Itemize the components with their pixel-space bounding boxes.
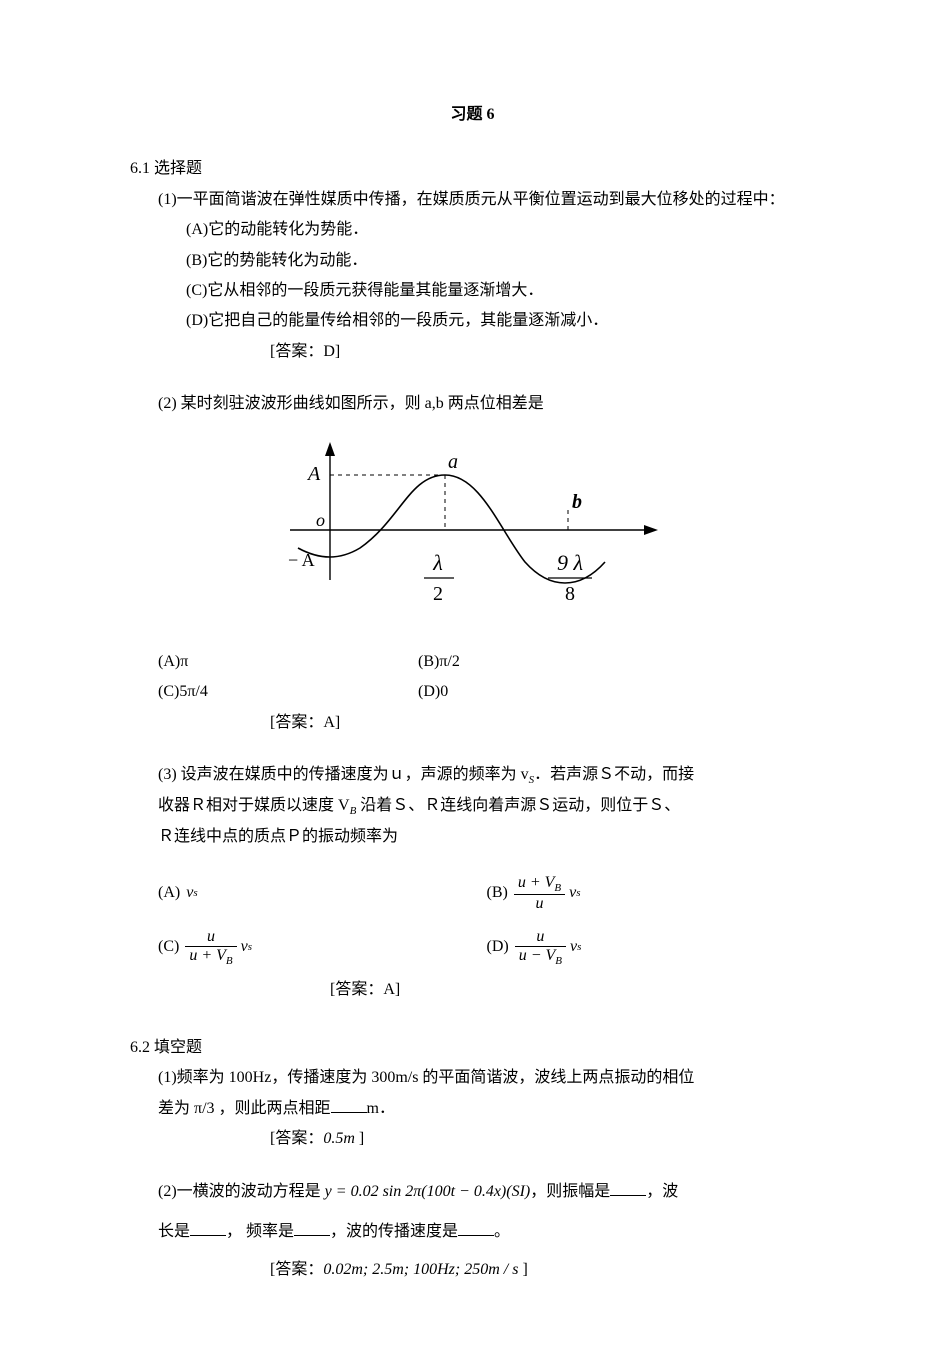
blank-3 [190, 1217, 226, 1236]
q3-stem-1a: (3) 设声波在媒质中的传播速度为ｕ，声源的频率为 v [158, 766, 529, 783]
q3-c-num: u [185, 928, 236, 947]
q2-option-d: (D)0 [418, 677, 815, 707]
s62-q2-l2c: ，波的传播速度是 [330, 1223, 458, 1240]
s62-q1-ans-post: ] [355, 1130, 364, 1147]
tick1-num: λ [432, 550, 443, 575]
s62-q2-l1a: (2)一横波的波动方程是 [158, 1183, 325, 1200]
blank-4 [294, 1217, 330, 1236]
q2-answer: [答案：A] [130, 708, 815, 738]
q3-label-a: (A) [158, 878, 180, 908]
s62-q1-pi: π [194, 1100, 202, 1117]
q3-option-a: (A) vs [158, 867, 487, 921]
q3-b-den: u [514, 895, 565, 913]
s62-q2-answer: [答案：0.02m; 2.5m; 100Hz; 250m / s ] [130, 1255, 815, 1285]
blank-1 [331, 1094, 367, 1113]
label-a: a [448, 451, 458, 473]
q3-b-vs: v [569, 878, 576, 908]
s62-q2-ans-pre: [答案： [270, 1261, 323, 1278]
q2-options-row2: (C)5π/4 (D)0 [130, 677, 815, 707]
q3-c-den: u + V [189, 947, 226, 964]
s62-q1-l2c: m． [367, 1100, 395, 1117]
q1-option-b: (B)它的势能转化为动能． [130, 246, 815, 276]
q3-stem-line3: Ｒ连线中点的质点Ｐ的振动频率为 [130, 822, 815, 852]
q3-d-frac: u u − VB [515, 928, 566, 967]
s62-q1-ans-val: 0.5m [323, 1130, 355, 1147]
q3-d-num: u [515, 928, 566, 947]
q1-stem: (1)一平面简谐波在弹性媒质中传播，在媒质质元从平衡位置运动到最大位移处的过程中… [130, 185, 815, 215]
q1-option-a: (A)它的动能转化为势能． [130, 215, 815, 245]
s62-q2-l1c: ，波 [646, 1183, 678, 1200]
label-b: b [572, 491, 582, 513]
q1-option-c: (C)它从相邻的一段质元获得能量其能量逐渐增大． [130, 276, 815, 306]
q3-stem-1b: ．若声源Ｓ不动，而接 [534, 766, 694, 783]
q3-b-num: u + V [518, 874, 555, 891]
s62-q2-ans-post: ] [518, 1261, 527, 1278]
s62-q1-l2b: /3 ，则此两点相距 [202, 1100, 330, 1117]
s62-q1-line2: 差为 π/3 ，则此两点相距 m． [130, 1094, 815, 1124]
q3-c-frac: u u + VB [185, 928, 236, 967]
q2-stem: (2) 某时刻驻波波形曲线如图所示，则 a,b 两点位相差是 [130, 389, 815, 419]
label-o: o [316, 510, 325, 530]
q3-stem-line2: 收器Ｒ相对于媒质以速度 VB 沿着Ｓ、Ｒ连线向着声源Ｓ运动，则位于Ｓ、 [130, 791, 815, 822]
section-6-1-heading: 6.1 选择题 [130, 154, 815, 184]
q3-answer: [答案：A] [130, 975, 815, 1005]
q3-option-b: (B) u + VB u vs [487, 867, 816, 921]
q3-c-vs: v [241, 932, 248, 962]
tick1-den: 2 [433, 583, 443, 605]
s62-q2-l1b: ，则振幅是 [530, 1183, 610, 1200]
blank-2 [610, 1177, 646, 1196]
q3-option-c: (C) u u + VB vs [158, 921, 487, 975]
q3-d-den: u − V [519, 947, 556, 964]
q3-a-vs: v [186, 878, 193, 908]
q3-a-sub: s [193, 883, 197, 904]
s62-q1-answer: [答案：0.5m ] [130, 1124, 815, 1154]
q3-stem-line1: (3) 设声波在媒质中的传播速度为ｕ，声源的频率为 vS．若声源Ｓ不动，而接 [130, 760, 815, 791]
q3-c-densub: B [226, 955, 233, 967]
tick2-num: 9 λ [557, 550, 583, 575]
s62-q2-l2a: 长是 [158, 1223, 190, 1240]
s62-q2-l2b: ， 频率是 [226, 1223, 294, 1240]
s62-q1-line1: (1)频率为 100Hz，传播速度为 300m/s 的平面简谐波，波线上两点振动… [130, 1063, 815, 1093]
blank-5 [458, 1217, 494, 1236]
q3-stem-2a: 收器Ｒ相对于媒质以速度 V [158, 797, 350, 814]
s62-q2-l2d: 。 [494, 1223, 510, 1240]
s62-q1-l2a: 差为 [158, 1100, 194, 1117]
s62-q2-line1: (2)一横波的波动方程是 y = 0.02 sin 2π(100t − 0.4x… [130, 1177, 815, 1207]
standing-wave-diagram: A − A o a b λ 2 9 λ 8 [250, 430, 670, 630]
q3-label-d: (D) [487, 932, 509, 962]
s62-q2-eq: y = 0.02 sin 2π(100t − 0.4x)(SI) [325, 1183, 531, 1200]
q3-c-vssub: s [248, 937, 252, 958]
s62-q2-ans-val: 0.02m; 2.5m; 100Hz; 250m / s [323, 1261, 518, 1278]
s62-q1-ans-pre: [答案： [270, 1130, 323, 1147]
q2-option-b: (B)π/2 [418, 647, 815, 677]
q1-answer: [答案：D] [130, 337, 815, 367]
label-A: A [306, 463, 321, 485]
q2-options-row1: (A)π (B)π/2 [130, 647, 815, 677]
q3-d-vs: v [570, 932, 577, 962]
q3-option-d: (D) u u − VB vs [487, 921, 816, 975]
q3-b-numsub: B [554, 882, 561, 894]
tick2-den: 8 [565, 583, 575, 605]
s62-q2-line2: 长是 ， 频率是 ，波的传播速度是 。 [130, 1217, 815, 1247]
document-page: 习题 6 6.1 选择题 (1)一平面简谐波在弹性媒质中传播，在媒质质元从平衡位… [0, 0, 945, 1366]
q2-option-a: (A)π [158, 647, 418, 677]
q3-b-frac: u + VB u [514, 874, 565, 913]
q3-b-vssub: s [576, 883, 580, 904]
page-title: 习题 6 [130, 100, 815, 130]
q2-option-c: (C)5π/4 [158, 677, 418, 707]
q3-label-c: (C) [158, 932, 179, 962]
q3-options: (A) vs (B) u + VB u vs (C) u u + VB vs (… [130, 867, 815, 975]
section-6-2-heading: 6.2 填空题 [130, 1033, 815, 1063]
q3-d-densub: B [555, 955, 562, 967]
q3-d-vssub: s [577, 937, 581, 958]
q2-figure: A − A o a b λ 2 9 λ 8 [250, 430, 670, 641]
q3-label-b: (B) [487, 878, 508, 908]
q3-stem-2b: 沿着Ｓ、Ｒ连线向着声源Ｓ运动，则位于Ｓ、 [356, 797, 680, 814]
q1-option-d: (D)它把自己的能量传给相邻的一段质元，其能量逐渐减小． [130, 306, 815, 336]
label-minus-A: − A [288, 550, 315, 570]
